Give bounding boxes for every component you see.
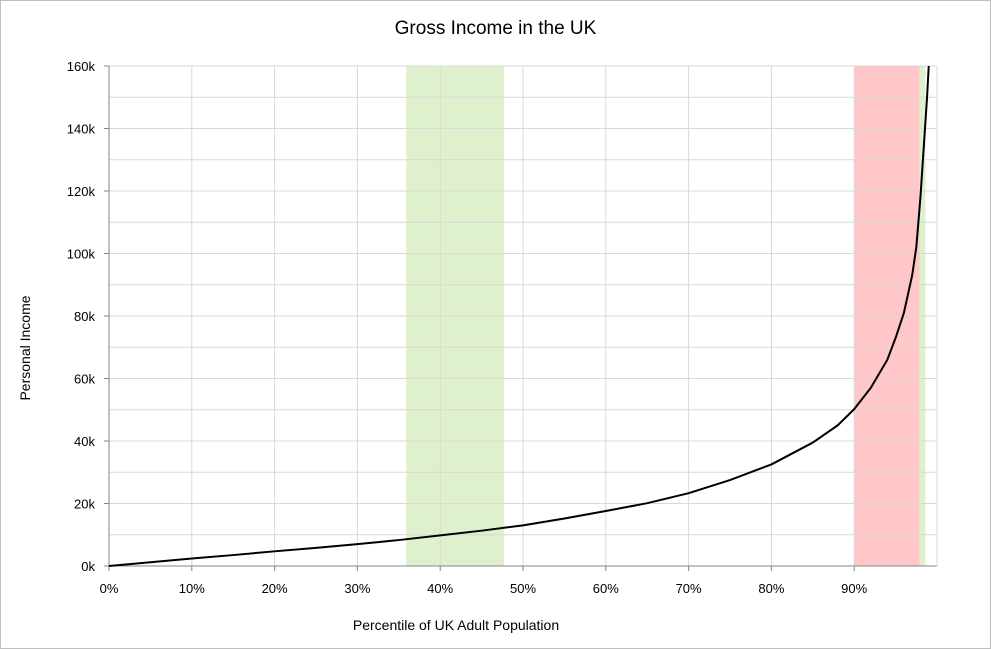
x-tick-label: 80% <box>758 581 784 596</box>
x-tick-label: 40% <box>427 581 453 596</box>
y-tick-label: 0k <box>81 559 95 574</box>
x-tick-label: 90% <box>841 581 867 596</box>
x-tick-label: 60% <box>593 581 619 596</box>
y-tick-label: 80k <box>74 309 95 324</box>
x-tick-label: 70% <box>676 581 702 596</box>
y-tick-label: 40k <box>74 434 95 449</box>
x-tick-label: 0% <box>100 581 119 596</box>
y-tick-label: 140k <box>67 122 96 137</box>
series-line-0 <box>108 65 930 567</box>
x-tick-label: 50% <box>510 581 536 596</box>
chart-title: Gross Income in the UK <box>394 18 597 39</box>
x-tick-label: 20% <box>262 581 288 596</box>
y-tick-label: 160k <box>67 59 96 74</box>
y-tick-label: 120k <box>67 184 96 199</box>
y-tick-label: 100k <box>67 247 96 262</box>
x-tick-label: 10% <box>179 581 205 596</box>
x-tick-label: 30% <box>344 581 370 596</box>
y-tick-label: 60k <box>74 372 95 387</box>
x-axis-label: Percentile of UK Adult Population <box>353 617 559 633</box>
y-tick-label: 20k <box>74 497 95 512</box>
y-axis-label: Personal Income <box>17 295 33 400</box>
